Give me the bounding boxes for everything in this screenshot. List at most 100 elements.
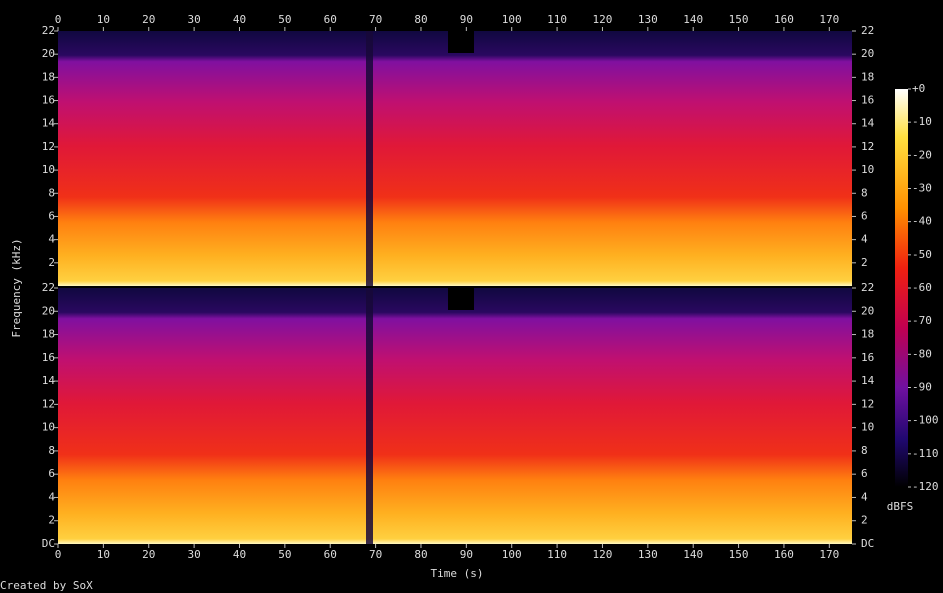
y-tick-label: 10 xyxy=(861,163,874,176)
y-tick-label: 18 xyxy=(42,70,55,83)
spectrogram-bottom xyxy=(58,288,852,544)
y-tick-label: 22 xyxy=(861,281,874,294)
x-tick-label: 0 xyxy=(55,13,62,26)
spectrogram-top xyxy=(58,31,852,286)
x-tick-label: 140 xyxy=(683,548,703,561)
x-tick-label: 130 xyxy=(638,548,658,561)
y-tick-label: 2 xyxy=(48,514,55,527)
x-tick-label: 110 xyxy=(547,13,567,26)
colorbar-label: dBFS xyxy=(887,500,914,513)
colorbar-tick-label: -120 xyxy=(912,480,939,493)
y-tick-label: 2 xyxy=(48,256,55,269)
y-tick-label: 20 xyxy=(42,47,55,60)
x-tick-label: 90 xyxy=(460,548,473,561)
x-tick-label: 50 xyxy=(278,13,291,26)
x-tick-label: 160 xyxy=(774,13,794,26)
y-tick-label: 12 xyxy=(861,140,874,153)
x-tick-label: 20 xyxy=(142,548,155,561)
y-tick-label: 22 xyxy=(861,24,874,37)
colorbar-tick-label: -50 xyxy=(912,248,932,261)
colorbar-tick-label: -30 xyxy=(912,182,932,195)
y-tick-label: 4 xyxy=(861,233,868,246)
y-tick-label: 18 xyxy=(861,328,874,341)
y-tick-label: 4 xyxy=(48,490,55,503)
x-tick-label: 120 xyxy=(593,13,613,26)
y-tick-label: 12 xyxy=(861,397,874,410)
y-tick-label: DC xyxy=(861,537,874,550)
silence-stripe xyxy=(366,31,373,286)
colorbar-tick-label: -110 xyxy=(912,447,939,460)
y-tick-label: 16 xyxy=(42,351,55,364)
x-tick-label: 100 xyxy=(502,13,522,26)
silence-stripe xyxy=(366,288,373,544)
x-tick-label: 70 xyxy=(369,548,382,561)
x-tick-label: 30 xyxy=(187,13,200,26)
x-tick-label: 20 xyxy=(142,13,155,26)
y-axis-label: Frequency (kHz) xyxy=(10,238,23,337)
colorbar-tick-label: -20 xyxy=(912,148,932,161)
y-tick-label: 16 xyxy=(42,94,55,107)
x-tick-label: 130 xyxy=(638,13,658,26)
x-tick-label: 120 xyxy=(593,548,613,561)
x-tick-label: 50 xyxy=(278,548,291,561)
x-tick-label: 140 xyxy=(683,13,703,26)
x-tick-label: 70 xyxy=(369,13,382,26)
y-tick-label: 20 xyxy=(861,47,874,60)
colorbar-tick-label: -100 xyxy=(912,414,939,427)
x-axis-label: Time (s) xyxy=(431,567,484,580)
x-tick-label: 30 xyxy=(187,548,200,561)
y-tick-label: 14 xyxy=(42,374,56,387)
x-tick-label: 150 xyxy=(729,13,749,26)
colorbar-tick-label: -40 xyxy=(912,215,932,228)
y-tick-label: 18 xyxy=(861,70,874,83)
colorbar-tick-label: -70 xyxy=(912,314,932,327)
y-tick-label: 4 xyxy=(861,490,868,503)
y-tick-label: 20 xyxy=(42,304,55,317)
y-tick-label: 2 xyxy=(861,514,868,527)
x-tick-label: 10 xyxy=(97,13,110,26)
x-tick-label: 60 xyxy=(324,548,337,561)
colorbar-tick-label: -10 xyxy=(912,115,932,128)
y-tick-label: 6 xyxy=(861,209,868,222)
x-tick-label: 60 xyxy=(324,13,337,26)
y-tick-label: 14 xyxy=(861,374,875,387)
y-tick-label: 6 xyxy=(48,209,55,222)
y-tick-label: 6 xyxy=(48,467,55,480)
y-tick-label: 6 xyxy=(861,467,868,480)
y-tick-label: 14 xyxy=(42,117,56,130)
y-tick-label: 10 xyxy=(42,421,55,434)
x-tick-label: 40 xyxy=(233,548,246,561)
x-tick-label: 90 xyxy=(460,13,473,26)
y-tick-label: 8 xyxy=(861,186,868,199)
colorbar-tick-label: -60 xyxy=(912,281,932,294)
x-tick-label: 110 xyxy=(547,548,567,561)
dark-region xyxy=(448,31,474,53)
y-tick-label: 16 xyxy=(861,94,874,107)
x-tick-label: 150 xyxy=(729,548,749,561)
y-tick-label: 14 xyxy=(861,117,875,130)
x-tick-label: 170 xyxy=(819,548,839,561)
y-tick-label: 10 xyxy=(42,163,55,176)
y-tick-label: DC xyxy=(42,537,55,550)
y-tick-label: 2 xyxy=(861,256,868,269)
colorbar xyxy=(895,89,908,487)
y-tick-label: 18 xyxy=(42,328,55,341)
x-tick-label: 80 xyxy=(414,548,427,561)
y-tick-label: 8 xyxy=(48,444,55,457)
y-tick-label: 22 xyxy=(42,24,55,37)
x-tick-label: 10 xyxy=(97,548,110,561)
y-tick-label: 12 xyxy=(42,397,55,410)
y-tick-label: 22 xyxy=(42,281,55,294)
footer: Created by SoX xyxy=(0,579,93,592)
x-tick-label: 170 xyxy=(819,13,839,26)
x-tick-label: 100 xyxy=(502,548,522,561)
y-tick-label: 8 xyxy=(48,186,55,199)
x-tick-label: 0 xyxy=(55,548,62,561)
y-tick-label: 8 xyxy=(861,444,868,457)
x-tick-label: 40 xyxy=(233,13,246,26)
y-tick-label: 10 xyxy=(861,421,874,434)
dark-region xyxy=(448,288,474,310)
colorbar-tick-label: +0 xyxy=(912,82,925,95)
